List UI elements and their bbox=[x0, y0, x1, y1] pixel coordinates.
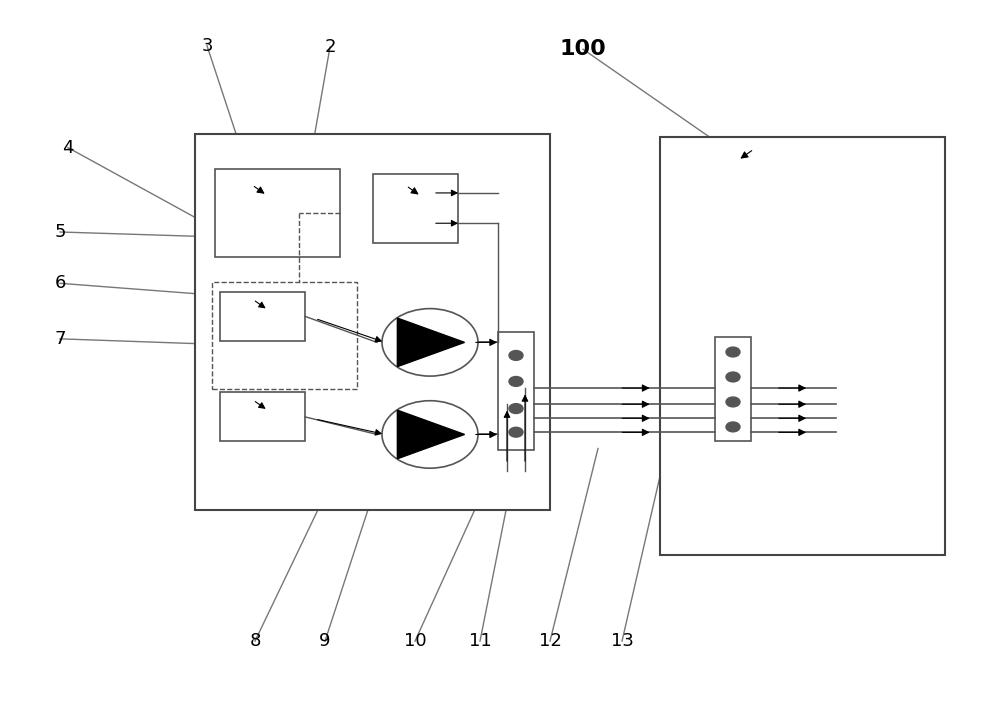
Text: 7: 7 bbox=[54, 330, 66, 348]
Text: 2: 2 bbox=[324, 38, 336, 56]
Text: 8: 8 bbox=[249, 632, 261, 650]
Circle shape bbox=[726, 347, 740, 357]
Text: 10: 10 bbox=[404, 632, 426, 650]
Circle shape bbox=[382, 401, 478, 468]
Circle shape bbox=[509, 351, 523, 361]
Bar bbox=[373, 174, 458, 243]
Text: 9: 9 bbox=[319, 632, 331, 650]
Circle shape bbox=[509, 404, 523, 413]
Circle shape bbox=[382, 309, 478, 376]
Bar bbox=[660, 137, 945, 555]
Polygon shape bbox=[397, 318, 465, 367]
Bar bbox=[715, 337, 751, 441]
Bar bbox=[220, 292, 305, 341]
Text: 12: 12 bbox=[539, 632, 561, 650]
Text: 3: 3 bbox=[201, 37, 213, 55]
Circle shape bbox=[509, 427, 523, 437]
Bar bbox=[498, 332, 534, 450]
Bar bbox=[195, 134, 550, 510]
Text: 6: 6 bbox=[54, 274, 66, 292]
Text: 5: 5 bbox=[54, 223, 66, 241]
Circle shape bbox=[726, 372, 740, 382]
Text: 13: 13 bbox=[611, 632, 633, 650]
Text: 100: 100 bbox=[560, 39, 606, 59]
Bar bbox=[215, 169, 340, 257]
Bar bbox=[212, 282, 357, 389]
Polygon shape bbox=[397, 410, 465, 459]
Text: 4: 4 bbox=[62, 138, 74, 157]
Bar bbox=[220, 392, 305, 441]
Circle shape bbox=[509, 377, 523, 387]
Circle shape bbox=[726, 397, 740, 407]
Text: 11: 11 bbox=[469, 632, 491, 650]
Circle shape bbox=[726, 422, 740, 432]
